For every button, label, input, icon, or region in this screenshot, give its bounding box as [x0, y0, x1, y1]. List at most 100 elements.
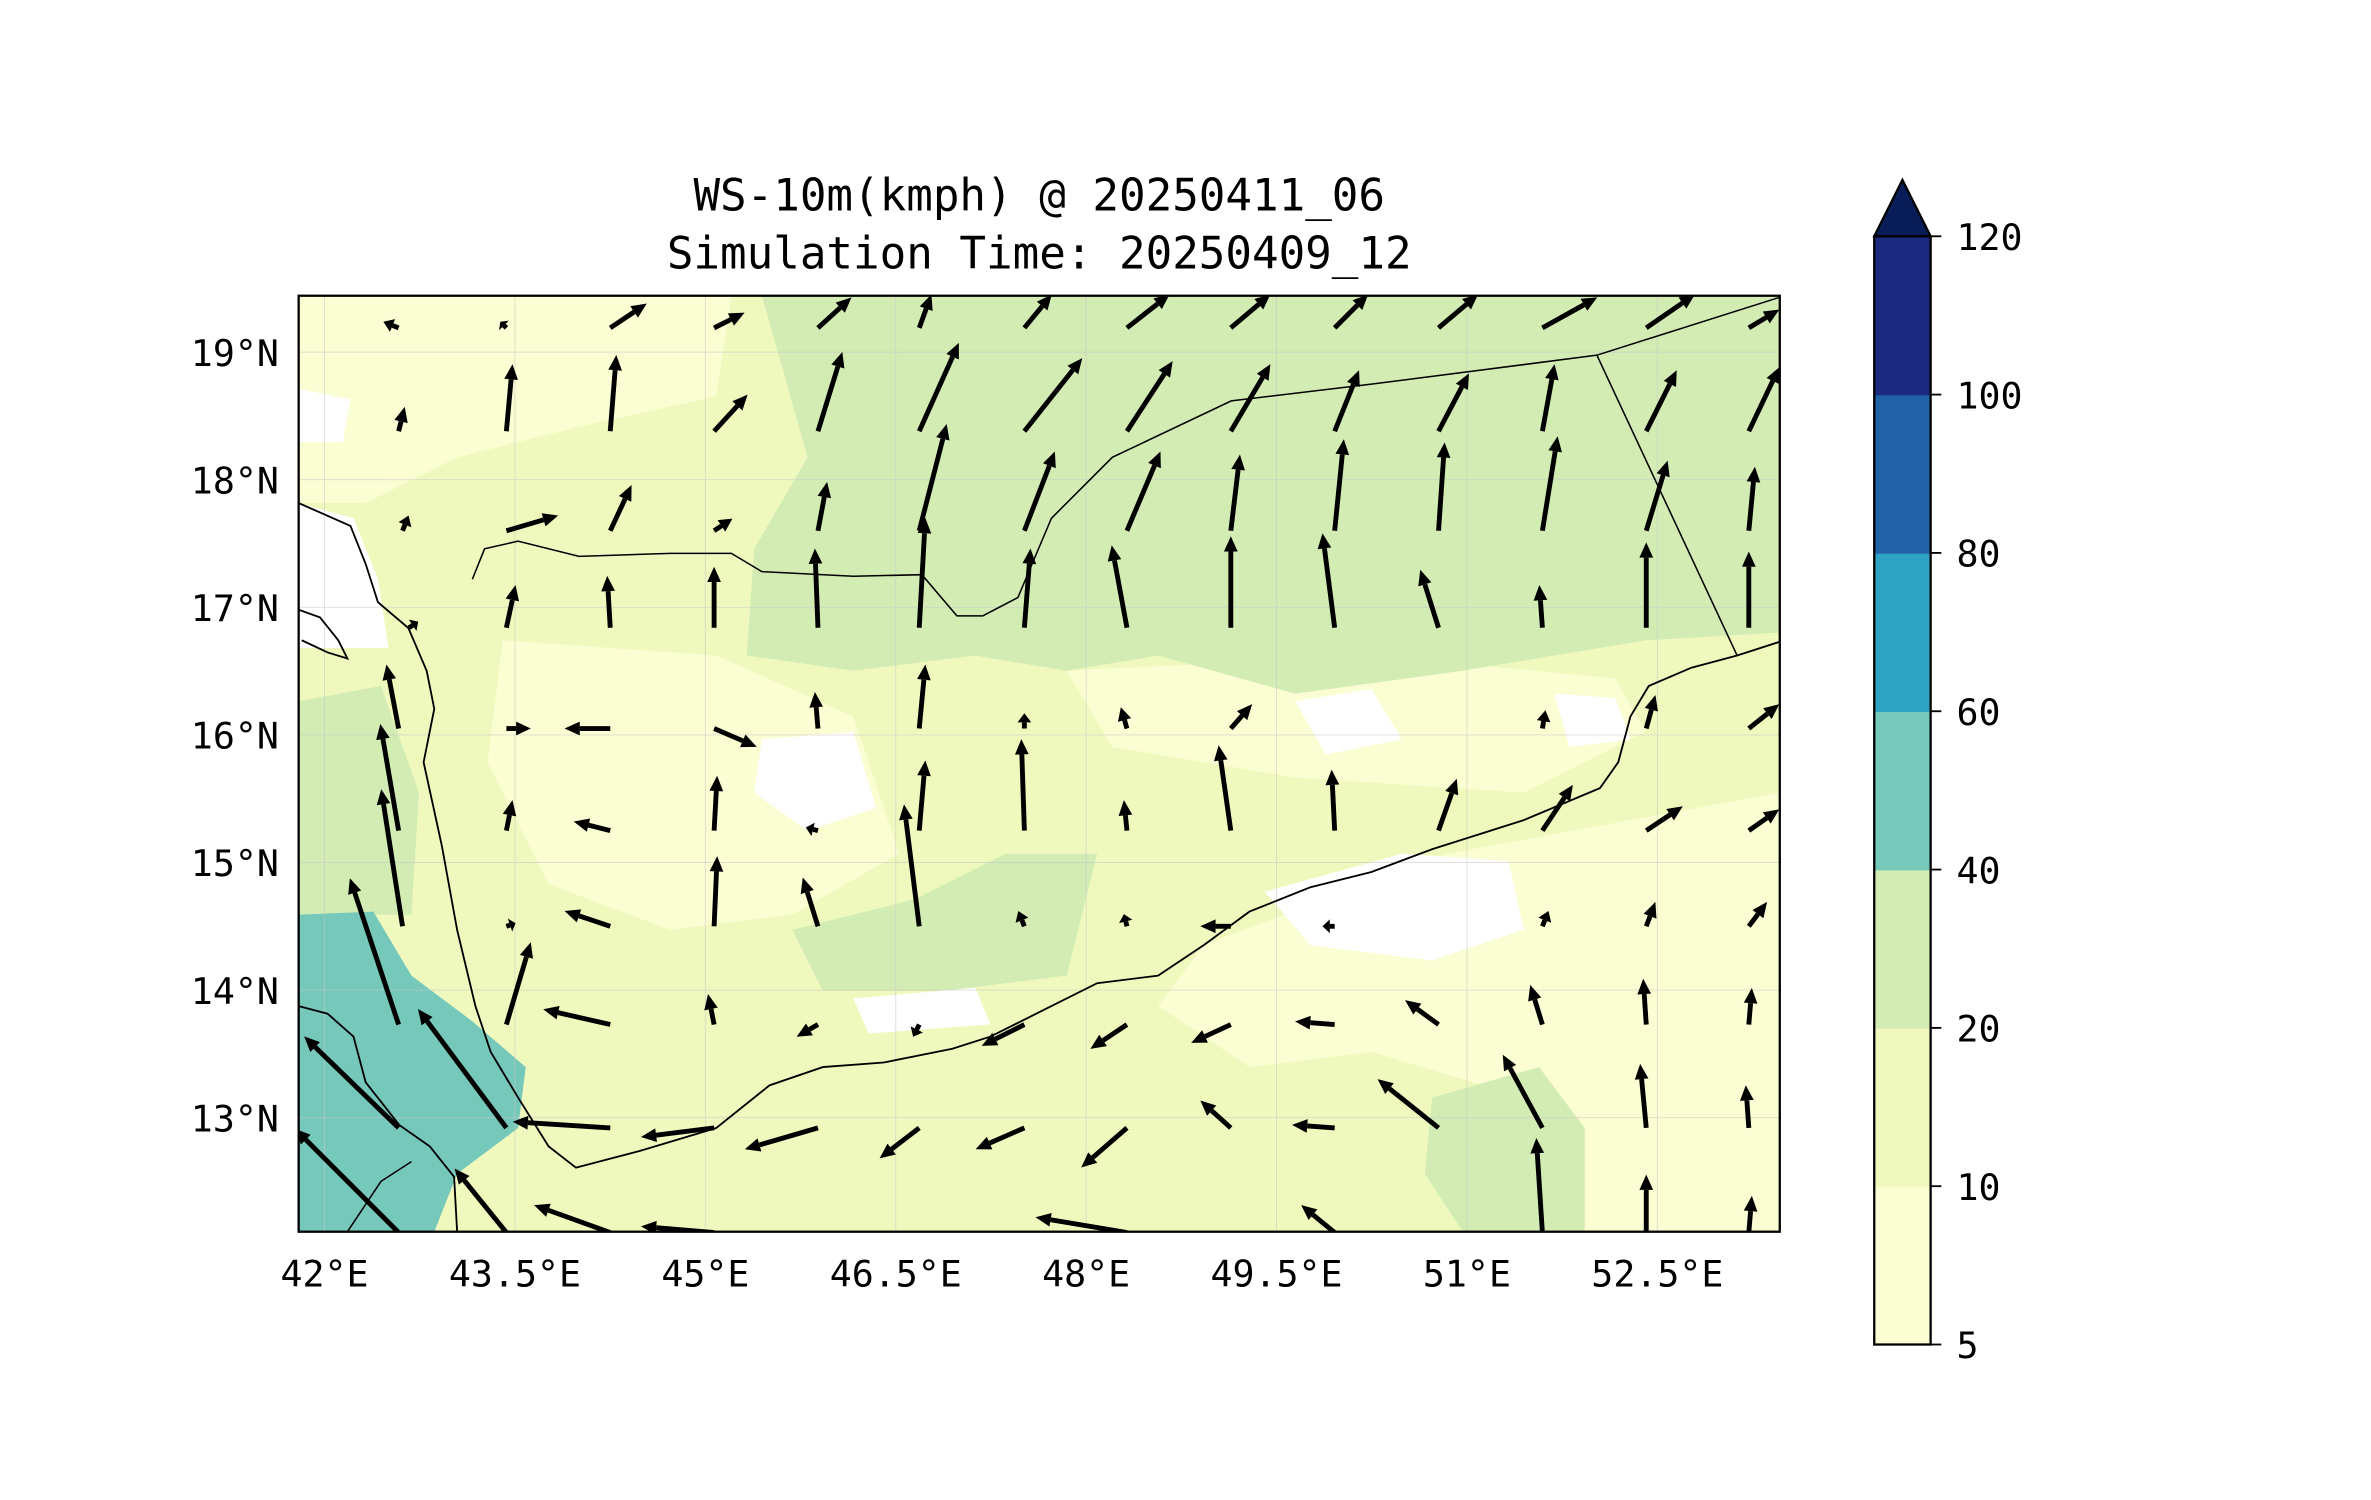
- wind-arrow: [805, 822, 819, 837]
- wind-arrow: [1418, 569, 1441, 629]
- wind-arrow: [1539, 436, 1562, 532]
- wind-arrow: [383, 319, 400, 332]
- wind-arrow-head: [608, 355, 622, 371]
- wind-arrow: [899, 804, 922, 927]
- wind-arrow-shaft: [1746, 1210, 1754, 1232]
- wind-arrow-shaft: [462, 1178, 509, 1232]
- wind-arrow-shaft: [758, 1125, 819, 1148]
- wind-arrow-head: [1743, 1195, 1758, 1212]
- border-yemen-saudi: [471, 296, 1780, 617]
- wind-arrow-shaft: [1112, 559, 1130, 629]
- wind-arrow-shaft: [1644, 812, 1672, 833]
- wind-arrow-head: [1191, 1030, 1208, 1043]
- wind-arrow-head: [1081, 1152, 1098, 1168]
- wind-arrow: [1332, 439, 1350, 532]
- wind-arrow-shaft: [916, 307, 929, 329]
- wind-arrow: [1213, 745, 1234, 831]
- wind-arrow-head: [1533, 585, 1548, 601]
- colorbar-extend-triangle: [1872, 177, 1933, 238]
- wind-arrow: [1405, 1000, 1440, 1027]
- colorbar-segment: [1874, 711, 1931, 871]
- wind-arrow-head: [919, 295, 933, 312]
- y-tick-label: 19°N: [191, 332, 279, 375]
- wind-arrow-shaft: [1746, 1002, 1754, 1025]
- wind-arrow-head: [917, 760, 931, 777]
- x-tick-label: 46.5°E: [830, 1253, 962, 1296]
- wind-arrow: [713, 312, 745, 331]
- wind-arrow-shaft: [587, 822, 611, 833]
- wind-arrow: [1228, 364, 1271, 433]
- wind-arrow-shaft: [608, 309, 636, 330]
- wind-arrow-shaft: [1532, 998, 1545, 1026]
- wind-arrow-shaft: [914, 1023, 922, 1031]
- wind-arrow-head: [717, 518, 733, 532]
- wind-arrow: [1502, 1054, 1545, 1130]
- wind-arrow-head: [1035, 1213, 1052, 1227]
- wind-arrow-head: [1017, 713, 1032, 723]
- coastline-africa: [298, 1005, 459, 1232]
- wind-arrow: [1295, 1015, 1335, 1030]
- wind-arrow-head: [1766, 367, 1780, 384]
- wind-arrow: [1125, 295, 1169, 330]
- x-tick-label: 43.5°E: [449, 1253, 581, 1296]
- map-area: [298, 295, 1780, 1232]
- wind-arrow-head: [800, 877, 814, 895]
- wind-arrow: [608, 303, 647, 330]
- wind-arrow-head: [744, 1138, 762, 1152]
- wind-arrow-head: [704, 994, 718, 1011]
- wind-arrow-shaft: [1436, 457, 1447, 531]
- wind-arrow: [1644, 295, 1695, 330]
- wind-arrow-shaft: [711, 871, 719, 927]
- wind-arrow-shaft: [1422, 583, 1441, 629]
- wind-arrow-shaft: [1307, 1123, 1335, 1131]
- wind-arrow: [1017, 713, 1032, 729]
- wind-arrow-shaft: [1228, 714, 1244, 731]
- wind-arrow-head: [1639, 542, 1654, 558]
- wind-arrow-head: [1752, 901, 1768, 919]
- wind-arrow-head: [809, 691, 824, 708]
- wind-arrow-shaft: [712, 404, 740, 433]
- wind-arrow-shaft: [1310, 1020, 1335, 1027]
- wind-arrow-shaft: [1125, 301, 1160, 330]
- wind-arrow-head: [534, 1203, 551, 1217]
- wind-arrow-head: [512, 1115, 529, 1130]
- wind-arrow-shaft: [1746, 379, 1775, 433]
- wind-arrow-head: [1538, 911, 1552, 923]
- wind-arrow: [815, 481, 832, 532]
- wind-arrow: [407, 619, 419, 632]
- wind-arrow-head: [1548, 436, 1562, 453]
- wind-arrow-shaft: [504, 956, 529, 1026]
- wind-arrow-head: [1639, 1174, 1654, 1190]
- wind-arrow-head: [1741, 551, 1756, 567]
- wind-arrow-head: [1746, 466, 1761, 483]
- wind-arrow: [1035, 1213, 1128, 1232]
- wind-arrow: [376, 723, 402, 832]
- wind-arrow-head: [1213, 745, 1228, 762]
- wind-arrow-head: [507, 918, 516, 932]
- wind-arrow: [1200, 1100, 1233, 1130]
- wind-arrow-head: [917, 664, 931, 681]
- wind-arrow-head: [454, 1168, 470, 1185]
- wind-arrow-shaft: [1747, 816, 1769, 833]
- chart-title: WS-10m(kmph) @ 20250411_06: [693, 170, 1385, 221]
- wind-arrow-shaft: [1644, 300, 1684, 330]
- wind-arrow: [607, 355, 622, 432]
- wind-arrow: [454, 1168, 509, 1232]
- wind-arrow-head: [502, 800, 517, 817]
- wind-arrow: [1637, 978, 1652, 1025]
- wind-arrow: [1191, 1022, 1232, 1043]
- wind-arrow-shaft: [1436, 792, 1455, 832]
- y-axis: 19°N 18°N 17°N 16°N 15°N 14°N 13°N: [191, 332, 279, 1141]
- wind-arrow-shaft: [1021, 563, 1032, 628]
- wind-arrow-shaft: [1229, 302, 1261, 330]
- wind-arrow: [503, 364, 518, 432]
- wind-arrow-head: [516, 721, 531, 736]
- wind-arrow-head: [1656, 460, 1670, 478]
- wind-arrow-shaft: [352, 891, 401, 1026]
- wind-arrow-shaft: [1019, 754, 1027, 831]
- wind-arrow-shaft: [712, 523, 723, 533]
- wind-arrow: [975, 1125, 1026, 1150]
- wind-arrow-shaft: [1228, 376, 1265, 433]
- wind-arrow-head: [1107, 545, 1122, 562]
- wind-arrow: [1228, 704, 1253, 731]
